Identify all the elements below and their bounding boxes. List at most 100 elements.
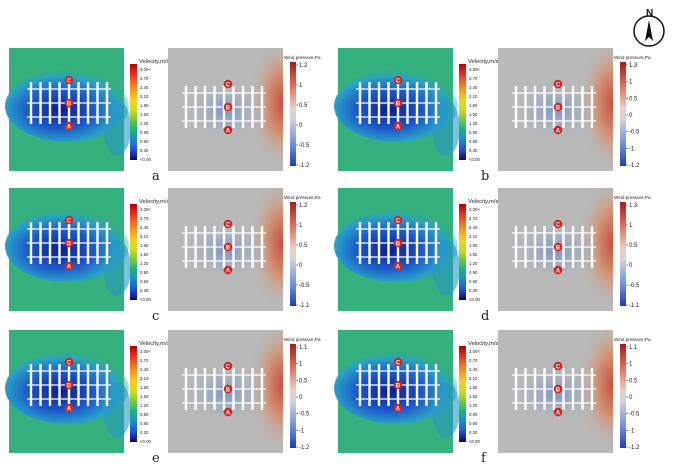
velocity-tick-label: 0.30 [469, 288, 478, 293]
building-block [514, 86, 518, 128]
building-block [184, 86, 188, 128]
building-block [368, 222, 371, 264]
marker-label-b: B [396, 101, 401, 107]
velocity-tick-label: <0.00 [140, 157, 151, 162]
building-block [358, 222, 362, 264]
velocity-tick-label: 0.90 [140, 130, 149, 135]
velocity-tick-label: 2.10 [469, 376, 478, 381]
marker-a [393, 261, 403, 271]
velocity-field: C B A [334, 330, 460, 453]
velocity-tick-label: 0.90 [469, 130, 478, 135]
pressure-low-zone [180, 221, 272, 281]
marker-a [64, 261, 74, 271]
pressure-tick-label: 1.2 [299, 63, 308, 69]
pressure-tick-label: -1.1 [299, 303, 310, 309]
building-block [241, 226, 245, 268]
velocity-tick-label: 2.10 [140, 234, 149, 239]
pressure-scale-title: Wind pressure,Pa [284, 337, 321, 342]
building-block [415, 82, 419, 124]
marker-a [64, 403, 74, 413]
velocity-tick-label: 2.10 [469, 94, 478, 99]
velocity-tick-label: 2.70 [469, 358, 478, 363]
marker-label-a: A [67, 124, 72, 130]
velocity-tick-label: 1.80 [469, 385, 478, 390]
velocity-tick-label: 2.70 [140, 358, 149, 363]
pressure-low-zone [510, 363, 602, 423]
marker-label-b: B [226, 105, 231, 111]
velocity-tick-label: 0.60 [469, 139, 478, 144]
panel-f: C B A Velocity,m/s 3.00< 2.70 2.40 2.10 1.80 1.50… [334, 330, 651, 466]
pressure-tick-label: 0 [629, 395, 633, 401]
building-block [48, 222, 52, 264]
building-block [571, 86, 575, 128]
velocity-tick-label: 2.70 [469, 216, 478, 221]
pressure-low-zone [180, 81, 272, 141]
building-block [533, 86, 537, 128]
building-block [434, 82, 438, 124]
building-block [251, 226, 254, 268]
building-block [524, 226, 527, 268]
marker-b [393, 238, 403, 248]
marker-b [553, 384, 563, 394]
velocity-scale-title: Velocity,m/s [139, 59, 170, 65]
compass-north-label: N [646, 8, 653, 19]
building-block [184, 368, 188, 410]
velocity-tick-label: 3.00< [140, 67, 151, 72]
pressure-tick-label: 0.5 [629, 243, 638, 249]
velocity-tick-label: <0.00 [140, 439, 151, 444]
panel-letter: e [152, 451, 160, 466]
building-block [406, 82, 409, 124]
velocity-tick-label: 1.80 [469, 243, 478, 248]
pressure-low-zone [510, 81, 602, 141]
wake-tail [432, 100, 460, 156]
velocity-tick-label: 3.00< [469, 207, 480, 212]
velocity-tick-label: 0.30 [140, 430, 149, 435]
velocity-tick-label: 1.50 [469, 252, 478, 257]
pressure-colorbar [290, 202, 296, 306]
building-block [213, 226, 216, 268]
building-block [232, 368, 235, 410]
building-block [29, 82, 33, 124]
marker-b [393, 98, 403, 108]
building-block [58, 82, 61, 124]
building-layout [27, 222, 111, 264]
marker-label-c: C [396, 360, 401, 366]
building-block [194, 368, 197, 410]
building-block [194, 86, 197, 128]
pressure-tick-label: -1.1 [629, 303, 640, 309]
building-block [203, 368, 207, 410]
building-block [105, 222, 109, 264]
velocity-tick-label: 1.50 [469, 394, 478, 399]
velocity-colorbar [130, 64, 137, 160]
pressure-tick-label: 1.3 [629, 203, 638, 209]
pressure-tick-label: -0.5 [629, 283, 640, 289]
building-block [77, 82, 80, 124]
velocity-field: C B A [334, 188, 460, 311]
velocity-tick-label: 2.10 [140, 376, 149, 381]
building-block [86, 364, 90, 406]
building-block [96, 222, 99, 264]
building-block [86, 222, 90, 264]
marker-label-a: A [556, 410, 561, 416]
velocity-tick-label: 2.70 [140, 76, 149, 81]
pressure-field: C B A [498, 330, 613, 453]
velocity-tick-label: 3.00< [140, 349, 151, 354]
velocity-colorbar [130, 204, 137, 300]
panel-e: C B A Velocity,m/s 3.00< 2.70 2.40 2.10 1.80 1.50… [5, 330, 321, 466]
building-block [562, 368, 565, 410]
pressure-tick-label: 1 [629, 80, 633, 86]
wake-tail [432, 382, 460, 438]
marker-b [64, 238, 74, 248]
pressure-tick-label: -0.5 [299, 283, 310, 289]
velocity-tick-label: <0.00 [469, 157, 480, 162]
building-block [213, 86, 216, 128]
building-block [251, 368, 254, 410]
marker-label-c: C [67, 360, 72, 366]
velocity-tick-label: 2.70 [469, 76, 478, 81]
building-block [590, 86, 594, 128]
building-block [232, 86, 235, 128]
building-block [543, 368, 546, 410]
pressure-tick-label: 0.5 [299, 103, 308, 109]
pressure-colorbar [620, 202, 626, 306]
velocity-tick-label: 2.10 [140, 94, 149, 99]
